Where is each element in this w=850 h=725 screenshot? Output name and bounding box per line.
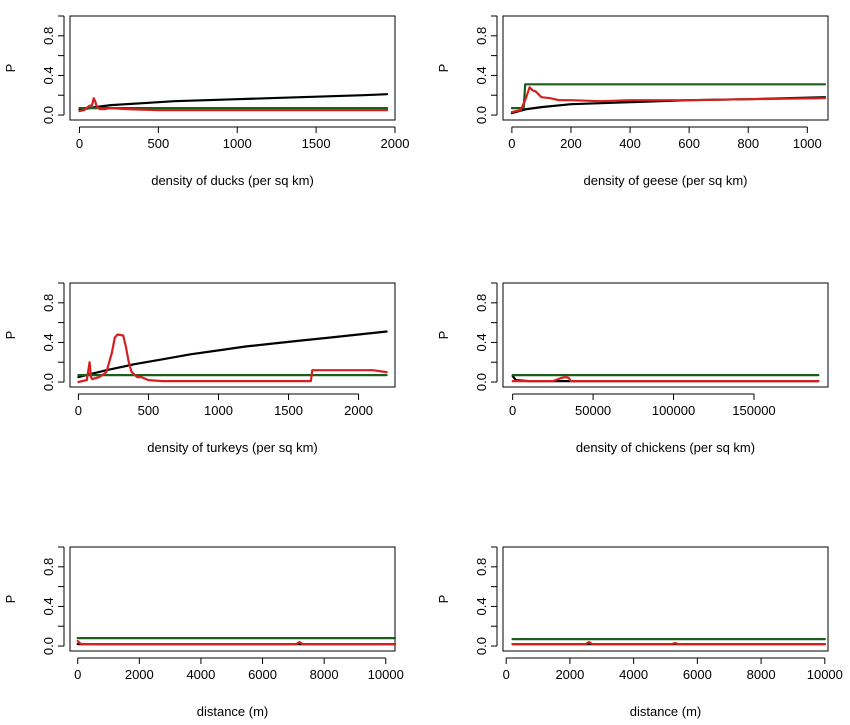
- x-tick-label: 2000: [125, 667, 154, 682]
- x-tick-label: 8000: [747, 667, 776, 682]
- y-tick-label: 0.4: [474, 597, 489, 615]
- series-line: [510, 83, 827, 110]
- y-tick-label: 0.4: [41, 597, 56, 615]
- y-tick-label: 0.0: [474, 637, 489, 655]
- y-axis-title: P: [436, 64, 451, 73]
- x-tick-label: 200: [560, 136, 582, 151]
- series-line: [78, 97, 389, 113]
- x-tick-label: 6000: [683, 667, 712, 682]
- y-tick-label: 0.8: [474, 294, 489, 312]
- y-tick-label: 0.8: [41, 294, 56, 312]
- x-tick-label: 100000: [652, 403, 695, 418]
- x-tick-label: 400: [619, 136, 641, 151]
- chart-panel: 0 2000 4000 6000 8000 10000 0.0 0.4 0.8 distance …: [436, 546, 843, 719]
- x-axis-title: density of chickens (per sq km): [576, 440, 755, 455]
- y-tick-label: 0.0: [474, 373, 489, 391]
- chart-panel: 0 50000 100000 150000 0.0 0.4 0.8 density of ch…: [436, 282, 829, 455]
- x-axis-title: density of turkeys (per sq km): [147, 440, 318, 455]
- chart-panel: 0 2000 4000 6000 8000 10000 0.0 0.4 0.8 distance …: [3, 546, 404, 719]
- x-tick-label: 0: [508, 136, 515, 151]
- x-tick-label: 1500: [302, 136, 331, 151]
- x-tick-label: 4000: [619, 667, 648, 682]
- x-tick-label: 1500: [274, 403, 303, 418]
- series-line: [511, 640, 826, 646]
- x-tick-label: 0: [503, 667, 510, 682]
- y-tick-label: 0.0: [41, 637, 56, 655]
- plot-frame: [502, 282, 829, 388]
- y-tick-label: 0.4: [41, 66, 56, 84]
- series-line: [78, 93, 389, 112]
- plot-frame: [502, 15, 829, 121]
- series-line: [510, 86, 827, 114]
- x-tick-label: 500: [138, 403, 160, 418]
- y-tick-label: 0.0: [474, 106, 489, 124]
- x-axis-title: density of geese (per sq km): [583, 173, 747, 188]
- plot-frame: [69, 282, 396, 388]
- x-tick-label: 10000: [368, 667, 404, 682]
- y-tick-label: 0.4: [41, 333, 56, 351]
- x-axis-title: density of ducks (per sq km): [151, 173, 314, 188]
- x-tick-label: 4000: [186, 667, 215, 682]
- x-tick-label: 50000: [575, 403, 611, 418]
- x-tick-label: 1000: [204, 403, 233, 418]
- x-tick-label: 2000: [344, 403, 373, 418]
- plot-frame: [69, 546, 396, 652]
- chart-panel: 0 500 1000 1500 2000 0.0 0.4 0.8 density of turk…: [3, 282, 396, 455]
- y-axis-title: P: [436, 331, 451, 340]
- x-tick-label: 0: [75, 403, 82, 418]
- chart-panel: 0 500 1000 1500 2000 0.0 0.4 0.8 density of duck…: [3, 15, 410, 188]
- y-tick-label: 0.8: [474, 558, 489, 576]
- y-axis-title: P: [3, 64, 18, 73]
- series-line: [77, 333, 388, 384]
- y-tick-label: 0.8: [41, 558, 56, 576]
- series-line: [76, 639, 397, 646]
- x-tick-label: 150000: [732, 403, 775, 418]
- y-tick-label: 0.4: [474, 333, 489, 351]
- x-tick-label: 0: [76, 136, 83, 151]
- x-tick-label: 2000: [381, 136, 410, 151]
- y-axis-title: P: [436, 595, 451, 604]
- x-tick-label: 600: [678, 136, 700, 151]
- x-tick-label: 10000: [807, 667, 843, 682]
- chart-panel: 0 200 400 600 800 1000 0.0 0.4 0.8 density of gee…: [436, 15, 829, 188]
- plot-frame: [69, 15, 396, 121]
- y-tick-label: 0.4: [474, 66, 489, 84]
- plot-frame: [502, 546, 829, 652]
- x-tick-label: 500: [147, 136, 169, 151]
- y-axis-title: P: [3, 595, 18, 604]
- series-line: [511, 376, 820, 383]
- y-tick-label: 0.8: [474, 27, 489, 45]
- x-tick-label: 0: [509, 403, 516, 418]
- x-tick-label: 8000: [310, 667, 339, 682]
- x-tick-label: 1000: [793, 136, 822, 151]
- y-axis-title: P: [3, 331, 18, 340]
- x-axis-title: distance (m): [197, 704, 269, 719]
- x-tick-label: 2000: [555, 667, 584, 682]
- x-tick-label: 800: [737, 136, 759, 151]
- x-tick-label: 1000: [223, 136, 252, 151]
- x-axis-title: distance (m): [630, 704, 702, 719]
- x-tick-label: 0: [74, 667, 81, 682]
- y-tick-label: 0.0: [41, 373, 56, 391]
- y-tick-label: 0.0: [41, 106, 56, 124]
- y-tick-label: 0.8: [41, 27, 56, 45]
- x-tick-label: 6000: [248, 667, 277, 682]
